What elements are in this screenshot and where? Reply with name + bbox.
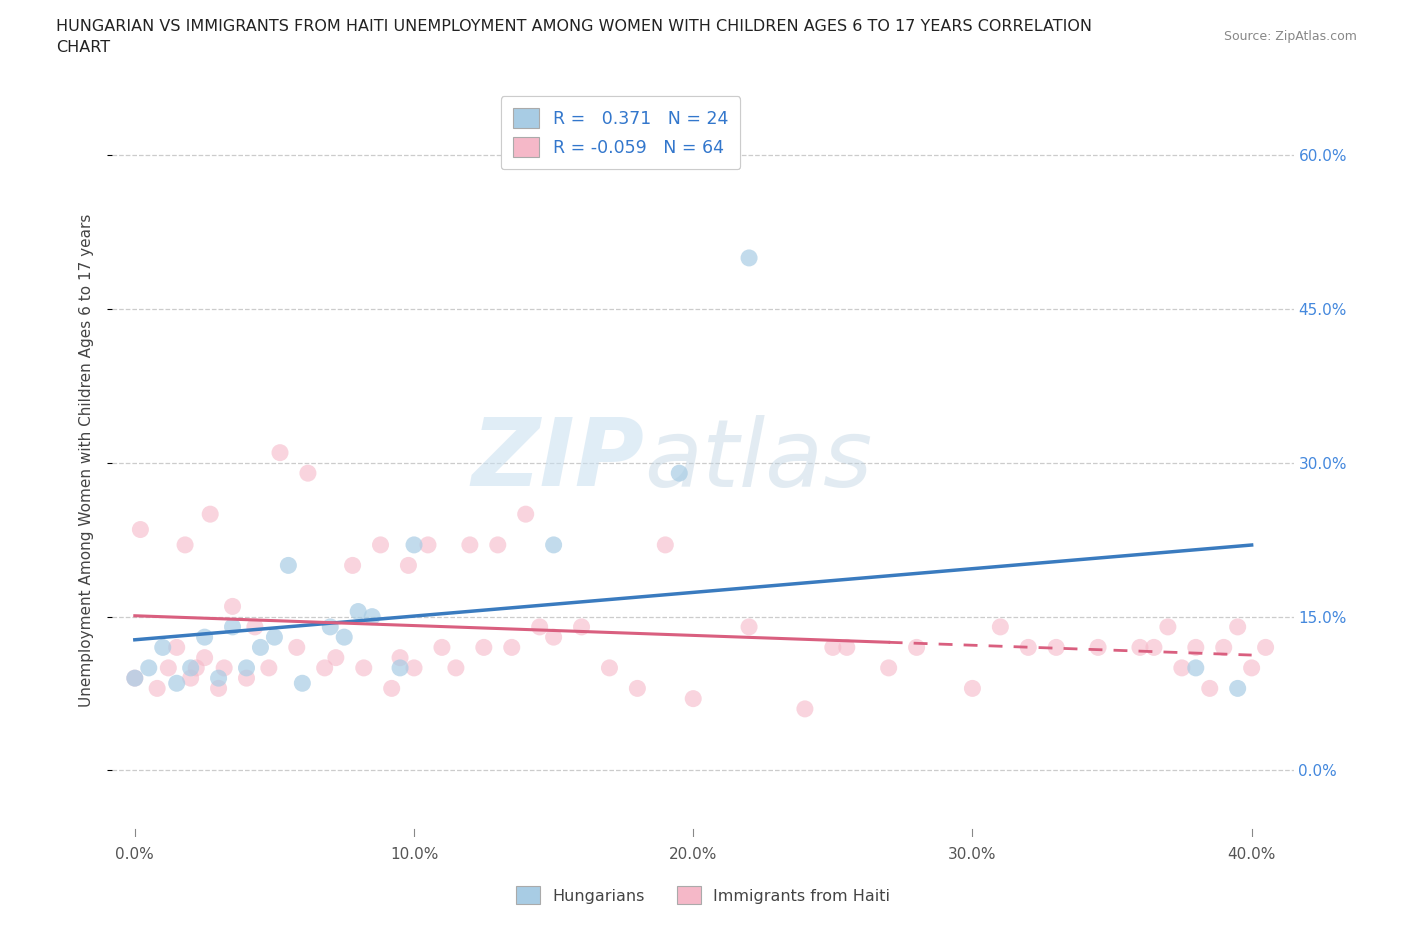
Point xyxy=(235,671,257,685)
Point xyxy=(543,538,565,552)
Point xyxy=(186,660,208,675)
Point xyxy=(654,538,676,552)
Legend: Hungarians, Immigrants from Haiti: Hungarians, Immigrants from Haiti xyxy=(509,880,897,910)
Point xyxy=(1171,660,1194,675)
Point xyxy=(325,650,347,665)
Point xyxy=(396,558,419,573)
Text: HUNGARIAN VS IMMIGRANTS FROM HAITI UNEMPLOYMENT AMONG WOMEN WITH CHILDREN AGES 6: HUNGARIAN VS IMMIGRANTS FROM HAITI UNEMP… xyxy=(56,19,1092,33)
Point xyxy=(221,599,243,614)
Point xyxy=(1129,640,1152,655)
Point xyxy=(381,681,404,696)
Point xyxy=(389,650,412,665)
Point xyxy=(793,701,815,716)
Point xyxy=(1157,619,1180,634)
Point xyxy=(1017,640,1039,655)
Point xyxy=(962,681,984,696)
Point xyxy=(152,640,174,655)
Point xyxy=(207,681,229,696)
Point xyxy=(1143,640,1166,655)
Point xyxy=(988,619,1011,634)
Point xyxy=(235,660,257,675)
Text: CHART: CHART xyxy=(56,40,110,55)
Point xyxy=(353,660,375,675)
Point xyxy=(598,660,620,675)
Point xyxy=(1226,619,1249,634)
Point xyxy=(124,671,146,685)
Point xyxy=(166,640,188,655)
Legend: R =   0.371   N = 24, R = -0.059   N = 64: R = 0.371 N = 24, R = -0.059 N = 64 xyxy=(501,96,740,169)
Point xyxy=(221,619,243,634)
Point xyxy=(1226,681,1249,696)
Point xyxy=(877,660,900,675)
Point xyxy=(571,619,593,634)
Point xyxy=(319,619,342,634)
Point xyxy=(361,609,384,624)
Point xyxy=(314,660,336,675)
Point xyxy=(458,538,481,552)
Point xyxy=(277,558,299,573)
Point xyxy=(249,640,271,655)
Point xyxy=(297,466,319,481)
Point xyxy=(515,507,537,522)
Point xyxy=(1184,660,1206,675)
Y-axis label: Unemployment Among Women with Children Ages 6 to 17 years: Unemployment Among Women with Children A… xyxy=(79,214,94,707)
Point xyxy=(194,630,217,644)
Point xyxy=(257,660,280,675)
Point xyxy=(626,681,648,696)
Point xyxy=(402,538,425,552)
Point xyxy=(180,660,202,675)
Point xyxy=(1184,640,1206,655)
Point xyxy=(194,650,217,665)
Point xyxy=(200,507,222,522)
Point xyxy=(1240,660,1263,675)
Point xyxy=(243,619,266,634)
Point xyxy=(668,466,690,481)
Point xyxy=(342,558,364,573)
Point xyxy=(486,538,509,552)
Point xyxy=(146,681,169,696)
Point xyxy=(207,671,229,685)
Point xyxy=(1198,681,1220,696)
Point xyxy=(821,640,844,655)
Point xyxy=(430,640,453,655)
Point xyxy=(124,671,146,685)
Point xyxy=(157,660,180,675)
Point xyxy=(543,630,565,644)
Point xyxy=(905,640,928,655)
Point xyxy=(402,660,425,675)
Point xyxy=(285,640,308,655)
Point xyxy=(180,671,202,685)
Point xyxy=(1045,640,1067,655)
Point xyxy=(472,640,495,655)
Point xyxy=(389,660,412,675)
Point xyxy=(333,630,356,644)
Point xyxy=(738,250,761,265)
Point xyxy=(263,630,285,644)
Point xyxy=(1254,640,1277,655)
Point xyxy=(416,538,439,552)
Point xyxy=(347,604,370,619)
Point xyxy=(370,538,392,552)
Point xyxy=(501,640,523,655)
Point xyxy=(444,660,467,675)
Point xyxy=(212,660,235,675)
Point xyxy=(738,619,761,634)
Point xyxy=(291,676,314,691)
Point xyxy=(682,691,704,706)
Text: ZIP: ZIP xyxy=(471,415,644,506)
Point xyxy=(1087,640,1109,655)
Point xyxy=(129,522,152,537)
Point xyxy=(1212,640,1234,655)
Point xyxy=(174,538,197,552)
Point xyxy=(529,619,551,634)
Point xyxy=(835,640,858,655)
Point xyxy=(138,660,160,675)
Point xyxy=(269,445,291,460)
Text: Source: ZipAtlas.com: Source: ZipAtlas.com xyxy=(1223,30,1357,43)
Text: atlas: atlas xyxy=(644,415,872,506)
Point xyxy=(166,676,188,691)
